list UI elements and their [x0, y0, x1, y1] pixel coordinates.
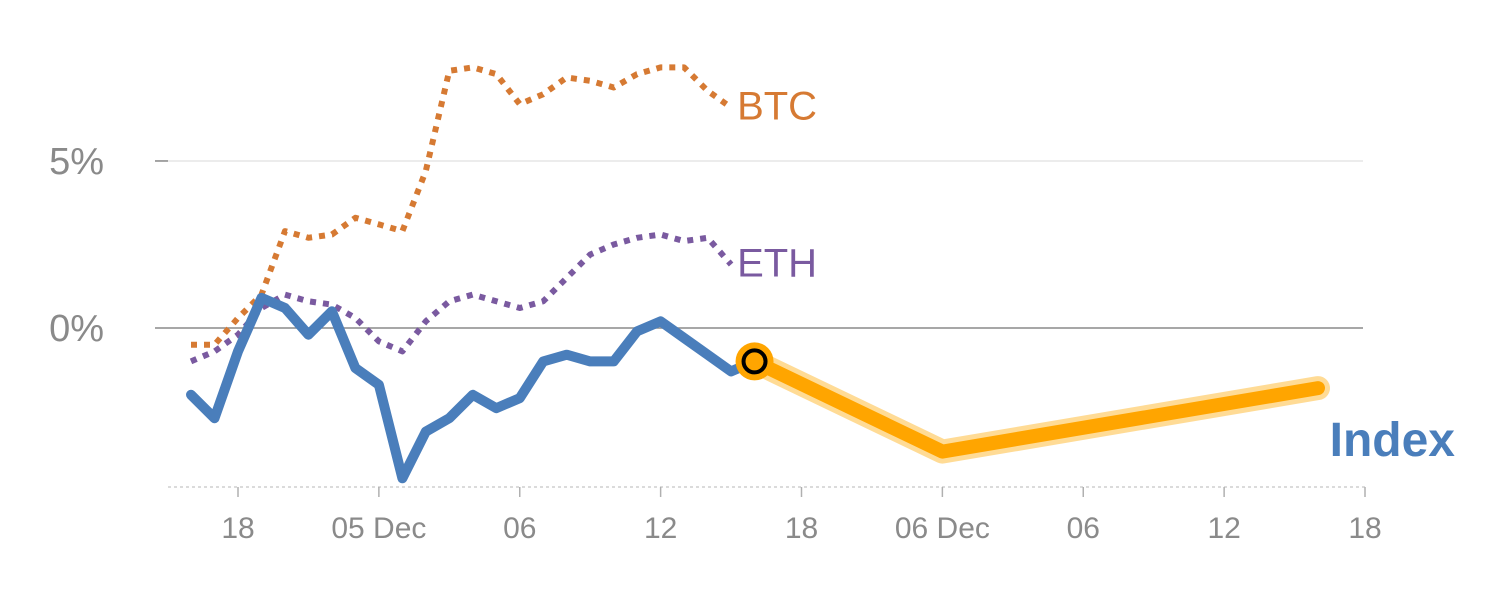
series-label-index: Index	[1330, 414, 1456, 467]
current-point-marker	[741, 348, 768, 375]
series-layer	[186, 64, 760, 484]
series-line-btc	[191, 64, 733, 348]
x-tick-label: 12	[1207, 512, 1240, 545]
x-tick-label: 18	[785, 512, 818, 545]
series-label-eth: ETH	[737, 242, 817, 286]
forecast-line	[747, 354, 1325, 459]
x-tick-label: 18	[221, 512, 254, 545]
forecast-layer	[735, 342, 1330, 464]
series-line-eth	[189, 231, 734, 365]
y-ticks: 5% 0%	[49, 141, 104, 350]
series-label-btc: BTC	[737, 85, 817, 129]
grid-layer	[155, 160, 1363, 329]
x-tick-label: 12	[644, 512, 677, 545]
x-ticks: 18 05 Dec 06 12 18 06 Dec 06 12 18	[221, 487, 1382, 545]
x-tick-label: 05 Dec	[331, 512, 426, 545]
y-tick-label: 0%	[49, 308, 104, 350]
series-labels: BTC ETH Index	[737, 85, 1455, 467]
x-tick-label: 06	[503, 512, 536, 545]
y-tick-label: 5%	[49, 141, 104, 183]
series-line-index	[186, 292, 760, 484]
x-tick-label: 18	[1348, 512, 1381, 545]
x-tick-label: 06 Dec	[895, 512, 990, 545]
x-tick-label: 06	[1067, 512, 1100, 545]
